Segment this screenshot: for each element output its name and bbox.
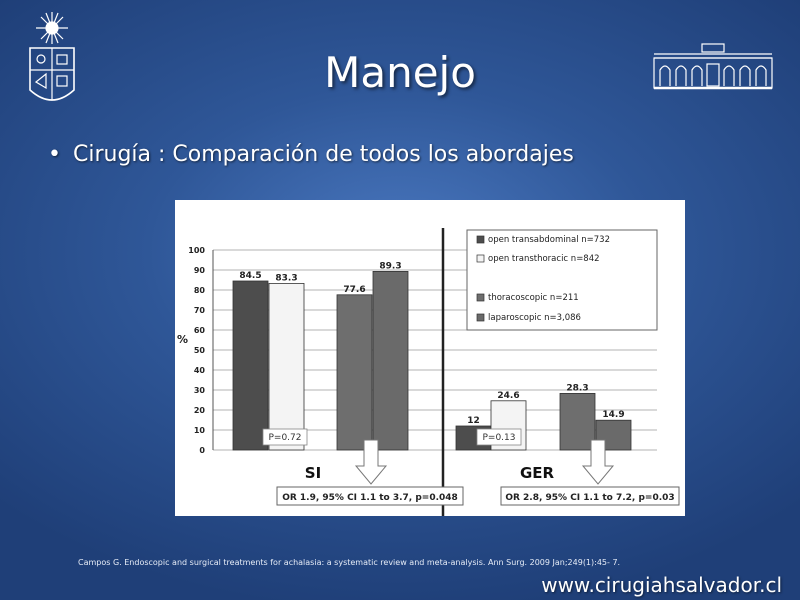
legend-swatch	[476, 235, 485, 244]
legend-label: thoracoscopic n=211	[488, 293, 579, 303]
y-tick-label: 70	[194, 306, 206, 315]
chart-panel: 0 10 20 30 40 50 60 70 80 90 100% 84.5 12 83.3 24.6 77.…	[175, 200, 685, 516]
hospital-building-logo	[652, 42, 774, 96]
bar-value-label: 77.6	[343, 285, 365, 295]
y-tick-label: 80	[194, 286, 206, 295]
bar-value-label: 24.6	[497, 391, 519, 401]
bar-chart: 0 10 20 30 40 50 60 70 80 90 100% 84.5 12 83.3 24.6 77.…	[177, 228, 680, 516]
y-tick-label: 100	[188, 246, 205, 255]
p-value-box	[262, 428, 308, 446]
y-axis-label: %	[177, 333, 188, 346]
p-value-label: P=0.13	[482, 433, 515, 443]
odds-ratio-label: OR 2.8, 95% CI 1.1 to 7.2, p=0.03	[505, 493, 674, 503]
y-tick-label: 10	[194, 426, 206, 435]
down-arrow-icon	[581, 439, 615, 485]
y-tick-label: 20	[194, 406, 206, 415]
category-label: SI	[305, 464, 321, 482]
odds-ratio-label: OR 1.9, 95% CI 1.1 to 3.7, p=0.048	[282, 493, 458, 503]
legend-swatch	[476, 313, 485, 322]
y-tick-label: 0	[199, 446, 205, 455]
slide-title: Manejo	[324, 48, 476, 97]
y-tick-label: 40	[194, 366, 206, 375]
bar-value-label: 28.3	[566, 383, 588, 393]
y-tick-label: 60	[194, 326, 206, 335]
bullet-text: Cirugía : Comparación de todos los abord…	[72, 142, 574, 167]
bar	[372, 271, 409, 451]
legend-swatch	[476, 254, 485, 263]
legend-label: laparoscopic n=3,086	[488, 313, 581, 323]
website-url: www.cirugiahsalvador.cl	[541, 573, 782, 597]
y-tick-label: 50	[194, 346, 206, 355]
bar-value-label: 83.3	[275, 273, 297, 283]
bar-value-label: 14.9	[602, 410, 624, 420]
bar-value-label: 84.5	[239, 271, 261, 281]
odds-ratio-box	[276, 486, 464, 506]
bar	[268, 283, 305, 451]
legend-label: open transabdominal n=732	[488, 235, 610, 245]
bullet-point: • Cirugía : Comparación de todos los abor…	[48, 142, 574, 167]
citation-reference: Campos G. Endoscopic and surgical treatm…	[78, 558, 621, 567]
legend-box	[466, 229, 658, 331]
category-label: GER	[520, 464, 555, 482]
y-tick-label: 90	[194, 266, 206, 275]
bar	[336, 294, 373, 451]
legend-swatch	[476, 293, 485, 302]
y-tick-label: 30	[194, 386, 206, 395]
university-seal-logo	[26, 10, 78, 114]
bar-value-label: 89.3	[379, 261, 401, 271]
bar-value-label: 12	[467, 416, 480, 426]
bar	[232, 280, 269, 451]
bar	[559, 392, 596, 451]
odds-ratio-box	[500, 486, 680, 506]
bullet-dot-icon: •	[48, 142, 61, 167]
p-value-box	[476, 428, 522, 446]
legend-label: open transthoracic n=842	[488, 254, 600, 264]
p-value-label: P=0.72	[268, 433, 301, 443]
down-arrow-icon	[354, 439, 388, 485]
